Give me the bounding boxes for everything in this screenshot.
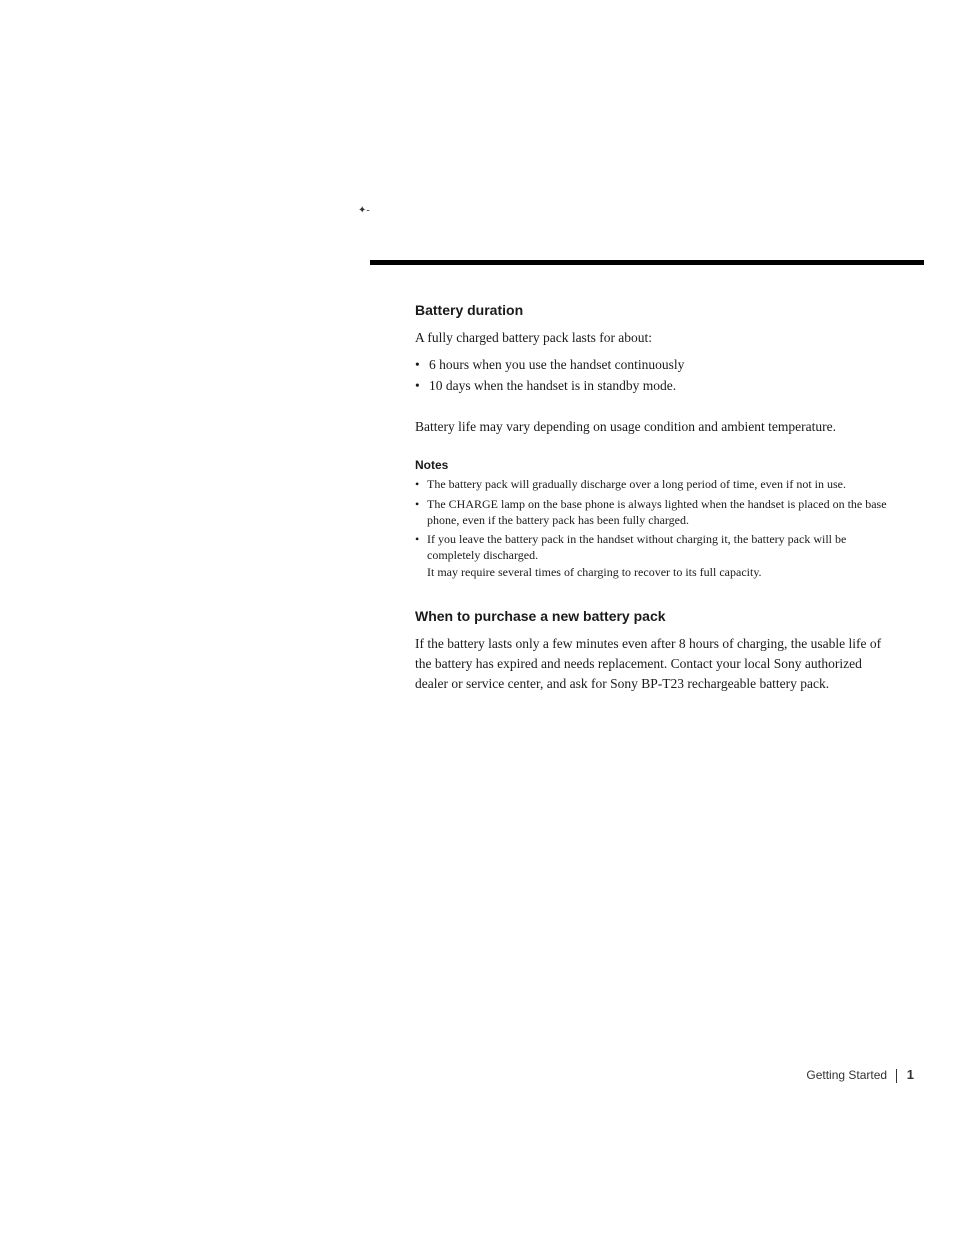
duration-list: 6 hours when you use the handset continu… bbox=[415, 354, 895, 397]
purchase-heading: When to purchase a new battery pack bbox=[415, 608, 895, 624]
list-item: If you leave the battery pack in the han… bbox=[415, 531, 895, 563]
page-footer: Getting Started 1 bbox=[806, 1067, 914, 1083]
notes-list: The battery pack will gradually discharg… bbox=[415, 476, 895, 563]
content-area: Battery duration A fully charged battery… bbox=[415, 302, 895, 699]
scan-artifact-mark: ✦- bbox=[358, 205, 370, 216]
list-item: 10 days when the handset is in standby m… bbox=[415, 375, 895, 397]
list-item: The CHARGE lamp on the base phone is alw… bbox=[415, 496, 895, 528]
caveat-text: Battery life may vary depending on usage… bbox=[415, 417, 895, 437]
battery-duration-heading: Battery duration bbox=[415, 302, 895, 318]
purchase-body: If the battery lasts only a few minutes … bbox=[415, 634, 895, 693]
footer-page-number: 1 bbox=[907, 1067, 914, 1082]
footer-section-label: Getting Started bbox=[806, 1068, 887, 1082]
notes-heading: Notes bbox=[415, 458, 895, 472]
notes-trailing: It may require several times of charging… bbox=[415, 564, 895, 580]
list-item: The battery pack will gradually discharg… bbox=[415, 476, 895, 492]
list-item: 6 hours when you use the handset continu… bbox=[415, 354, 895, 376]
page: ✦- Battery duration A fully charged batt… bbox=[0, 0, 954, 1233]
intro-text: A fully charged battery pack lasts for a… bbox=[415, 328, 895, 348]
section-rule bbox=[370, 260, 924, 265]
footer-divider bbox=[896, 1069, 897, 1083]
